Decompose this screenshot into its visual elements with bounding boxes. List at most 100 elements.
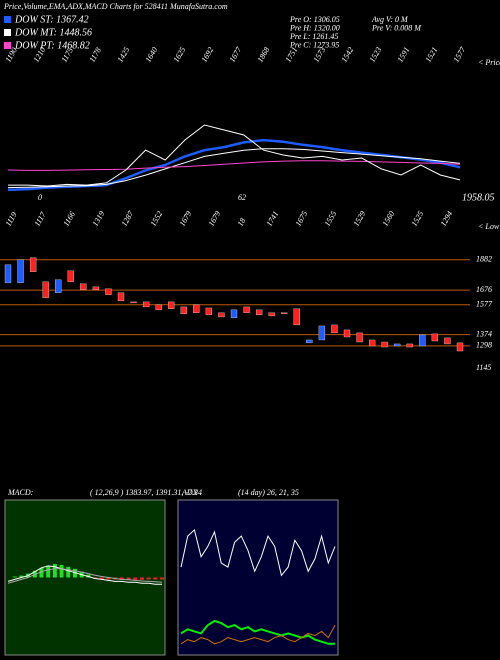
candle xyxy=(117,292,125,302)
candle xyxy=(130,301,137,304)
panel-bg xyxy=(4,499,166,656)
level-label: 1577 xyxy=(476,300,493,309)
bottom-label: 18 xyxy=(236,216,248,227)
candle xyxy=(168,301,175,309)
legend-label: DOW MT: 1448.56 xyxy=(14,27,92,38)
candle xyxy=(67,270,74,282)
bottom-label: 1741 xyxy=(265,210,281,228)
hist-bar xyxy=(93,577,98,579)
hist-bar xyxy=(12,576,17,578)
candle xyxy=(368,339,376,347)
candle xyxy=(205,307,213,316)
chart-title: Price,Volume,EMA,ADX,MACD Charts for 528… xyxy=(3,2,228,11)
hist-bar xyxy=(139,577,144,580)
candle xyxy=(42,281,49,298)
info-text: Pre V: 0.008 M xyxy=(371,23,422,32)
bottom-label: 1119 xyxy=(4,211,19,228)
candle xyxy=(155,304,162,311)
candle xyxy=(281,312,288,314)
candle xyxy=(243,306,250,313)
candle xyxy=(255,309,263,316)
candle xyxy=(306,339,313,344)
note: 0 xyxy=(38,193,42,202)
candle xyxy=(444,337,451,345)
series-line xyxy=(7,160,461,171)
hist-bar xyxy=(52,563,57,578)
bottom-label: 1287 xyxy=(120,209,136,228)
hist-bar xyxy=(119,577,124,580)
candle xyxy=(268,312,275,317)
panel-params: (14 day) 26, 21, 35 xyxy=(238,488,299,497)
hist-bar xyxy=(66,566,71,578)
panel-bg xyxy=(177,499,339,656)
panel-label: ADX xyxy=(181,488,199,497)
note: 62 xyxy=(238,193,246,202)
top-label: 1523 xyxy=(368,46,384,64)
candle xyxy=(318,325,326,341)
top-label: 1577 xyxy=(452,45,468,64)
hist-bar xyxy=(39,567,44,578)
candle xyxy=(356,332,363,343)
top-label: 1521 xyxy=(424,46,440,64)
top-label: 1542 xyxy=(340,46,356,64)
candle xyxy=(406,343,413,348)
legend-swatch xyxy=(4,16,11,23)
candle xyxy=(17,259,24,283)
bottom-label: 1555 xyxy=(323,210,339,228)
hist-bar xyxy=(46,565,51,578)
candle xyxy=(230,309,238,318)
top-label: 1677 xyxy=(228,45,244,64)
top-label: 1591 xyxy=(396,46,412,64)
bottom-label: 1529 xyxy=(352,210,368,228)
hist-bar xyxy=(99,577,104,580)
top-label: 1425 xyxy=(116,46,132,64)
series-line xyxy=(7,148,461,189)
level-label: 1882 xyxy=(476,255,492,264)
level-label: 1676 xyxy=(476,285,492,294)
series-line xyxy=(7,138,461,192)
hist-bar xyxy=(126,577,131,580)
top-label: 1868 xyxy=(256,46,272,64)
info-text: Pre L: 1261.45 xyxy=(289,32,338,41)
bottom-label: 1679 xyxy=(178,210,194,228)
hist-bar xyxy=(19,575,24,578)
level-label: 1298 xyxy=(476,341,492,350)
top-label: 1640 xyxy=(144,46,160,64)
bottom-label: 1319 xyxy=(91,210,107,228)
hist-bar xyxy=(106,577,111,580)
candle xyxy=(431,333,439,342)
bottom-label: 1552 xyxy=(149,210,165,228)
panel-label: MACD: xyxy=(7,488,34,497)
info-text: Pre C: 1273.95 xyxy=(289,40,339,49)
series-line xyxy=(180,528,336,577)
legend-label: DOW ST: 1367.42 xyxy=(14,14,89,25)
bottom-label: 1117 xyxy=(33,210,49,228)
hist-bar xyxy=(59,564,64,578)
candle xyxy=(142,301,150,308)
info-text: Pre O: 1306.05 xyxy=(289,15,340,24)
bottom-label: 1166 xyxy=(62,210,78,228)
candle xyxy=(218,312,225,318)
hist-bar xyxy=(146,577,151,580)
bottom-label: 1294 xyxy=(439,210,455,228)
candle xyxy=(4,264,12,283)
side-label: < Low xyxy=(478,222,500,231)
info-text: Avg V: 0 M xyxy=(371,15,409,24)
hist-bar xyxy=(153,577,158,580)
candle xyxy=(193,304,200,313)
panel-params: ( 12,26,9 ) 1383.97, 1391.31, -7.34 xyxy=(90,488,202,497)
hist-bar xyxy=(133,577,138,580)
candle xyxy=(331,324,338,334)
candle xyxy=(394,343,401,347)
note: 1958.05 xyxy=(462,192,495,203)
candle xyxy=(293,308,300,326)
candle xyxy=(29,257,37,272)
bottom-label: 1679 xyxy=(207,210,223,228)
candle xyxy=(343,329,351,338)
series-line xyxy=(7,568,163,584)
top-label: 1625 xyxy=(172,46,188,64)
candle xyxy=(80,283,87,290)
top-label: 1692 xyxy=(200,46,216,64)
level-label: 1374 xyxy=(476,329,492,338)
legend-swatch xyxy=(4,29,11,36)
